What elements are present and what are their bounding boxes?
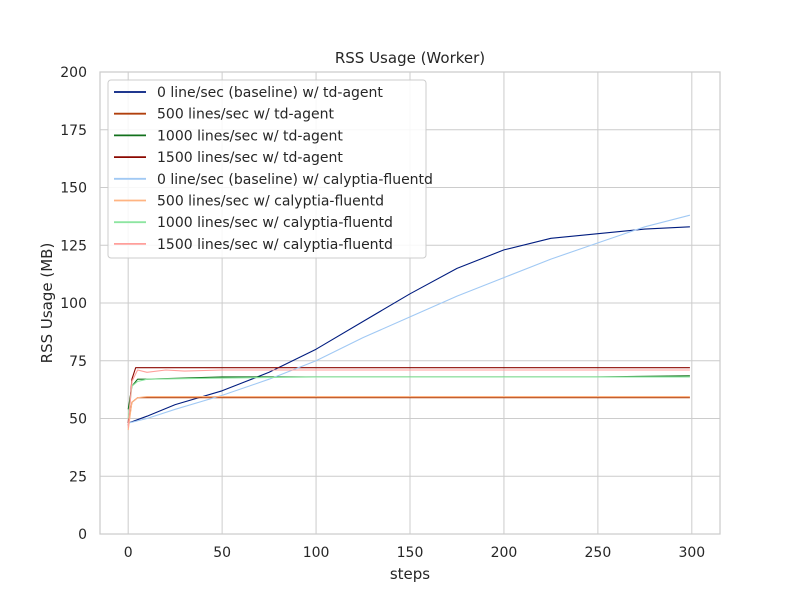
y-tick-label: 200	[60, 65, 87, 81]
series-line-6	[127, 396, 690, 431]
y-tick-label: 125	[60, 238, 87, 254]
y-tick-label: 175	[60, 123, 87, 139]
y-axis-title: RSS Usage (MB)	[38, 243, 56, 364]
x-tick-labels: 0 50 100 150 200 250 300	[124, 545, 705, 561]
x-tick-label: 300	[678, 545, 705, 561]
legend-label: 1000 lines/sec w/ td-agent	[157, 128, 343, 144]
legend-label: 500 lines/sec w/ td-agent	[157, 107, 335, 123]
y-tick-label: 25	[69, 469, 87, 485]
y-tick-labels: 0 25 50 75 100 125 150 175 200	[60, 65, 87, 543]
series-line-8	[127, 369, 690, 428]
legend-box	[107, 79, 427, 259]
x-tick-label: 100	[303, 545, 330, 561]
x-tick-label: 250	[585, 545, 612, 561]
x-tick-label: 200	[491, 545, 518, 561]
y-tick-label: 150	[60, 181, 87, 197]
legend-label: 1500 lines/sec w/ td-agent	[157, 150, 343, 166]
legend-label: 1000 lines/sec w/ calyptia-fluentd	[157, 215, 393, 231]
plot-lines	[127, 214, 691, 431]
y-tick-label: 100	[60, 296, 87, 312]
series-line-5	[128, 214, 691, 424]
x-tick-label: 150	[397, 545, 424, 561]
plot-frame	[99, 71, 721, 535]
chart-title: RSS Usage (Worker)	[335, 49, 485, 67]
legend-label: 1500 lines/sec w/ calyptia-fluentd	[157, 237, 393, 253]
x-tick-label: 0	[124, 545, 133, 561]
legend-label: 500 lines/sec w/ calyptia-fluentd	[157, 194, 384, 210]
series-line-1	[128, 226, 690, 424]
series-line-4	[127, 367, 690, 424]
y-tick-label: 50	[69, 412, 87, 428]
series-line-7	[127, 376, 690, 419]
legend-label: 0 line/sec (baseline) w/ td-agent	[157, 85, 383, 101]
y-tick-label: 75	[69, 354, 87, 370]
legend: 0 line/sec (baseline) w/ td-agent 500 lin…	[107, 79, 433, 259]
y-tick-label: 0	[78, 527, 87, 543]
x-tick-label: 50	[213, 545, 231, 561]
legend-label: 0 line/sec (baseline) w/ calyptia-fluent…	[157, 172, 433, 188]
x-axis-title: steps	[390, 565, 430, 583]
